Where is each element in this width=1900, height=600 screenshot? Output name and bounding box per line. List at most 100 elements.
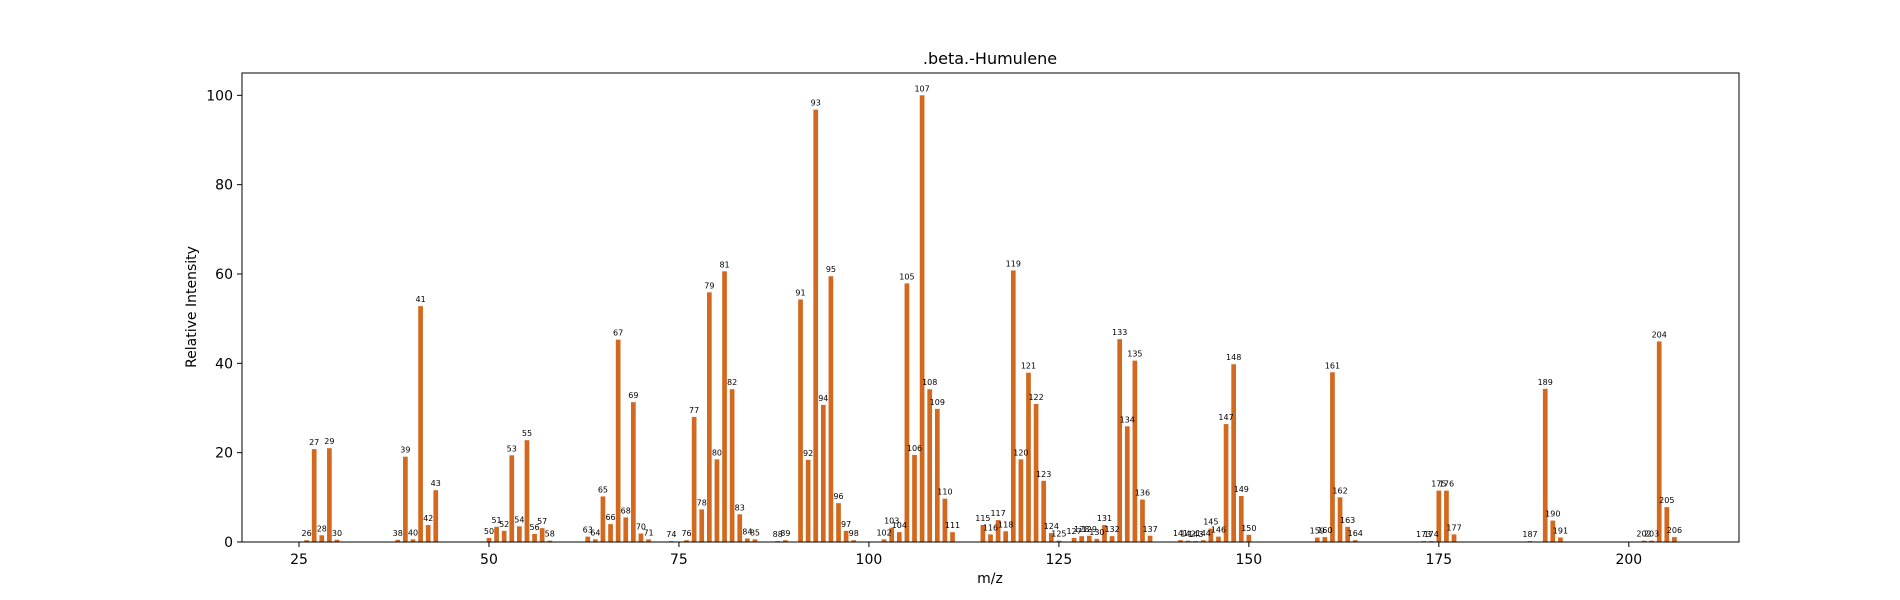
peak-bar <box>311 449 317 542</box>
peak-bar <box>980 525 986 542</box>
peak-label: 27 <box>309 438 319 447</box>
peak-label: 104 <box>892 521 907 530</box>
peak-bar <box>494 526 499 542</box>
peak-bar <box>1314 537 1320 542</box>
peak-label: 105 <box>899 272 914 281</box>
peak-label: 93 <box>811 99 821 108</box>
peak-bar <box>1337 497 1343 542</box>
peak-bar <box>646 539 651 542</box>
peak-label: 53 <box>507 444 517 453</box>
peak-bar <box>820 404 826 542</box>
peak-bar <box>904 283 910 542</box>
peak-label: 84 <box>742 527 752 536</box>
peak-bar <box>524 440 530 542</box>
peak-bar <box>912 454 917 542</box>
peak-bar <box>1672 537 1677 542</box>
peak-label: 55 <box>522 429 532 438</box>
peak-label: 187 <box>1522 530 1537 539</box>
peak-label: 163 <box>1340 516 1355 525</box>
peak-label: 190 <box>1545 510 1560 519</box>
peak-label: 92 <box>803 449 813 458</box>
peak-label: 98 <box>849 529 859 538</box>
peak-bar <box>615 339 621 542</box>
peak-bar <box>1140 499 1145 542</box>
peak-bar <box>798 299 803 542</box>
peak-bar <box>1178 540 1183 542</box>
peak-bar <box>433 490 439 542</box>
peak-label: 107 <box>914 84 929 93</box>
peak-label: 119 <box>1006 259 1021 268</box>
peak-bar <box>889 527 895 542</box>
peak-bar <box>631 402 636 542</box>
peak-label: 175 <box>1431 480 1446 489</box>
peak-label: 41 <box>415 295 425 304</box>
peak-label: 159 <box>1310 527 1325 536</box>
peak-label: 148 <box>1226 353 1241 362</box>
peak-bar <box>896 532 902 542</box>
peak-label: 79 <box>704 281 714 290</box>
peak-bar <box>1330 372 1335 542</box>
peak-label: 70 <box>636 523 646 532</box>
x-tick-label: 75 <box>670 552 688 568</box>
peak-label: 67 <box>613 329 623 338</box>
peak-label: 109 <box>930 398 945 407</box>
x-tick-label: 100 <box>856 552 883 568</box>
peak-bar <box>988 534 993 542</box>
peak-bar <box>1641 540 1647 542</box>
peak-bar <box>706 292 712 542</box>
peak-bar <box>813 109 819 542</box>
y-tick-label: 80 <box>215 178 233 194</box>
peak-label: 78 <box>697 498 707 507</box>
peak-bar <box>1208 528 1214 542</box>
peak-bar <box>1117 339 1123 542</box>
peak-label: 56 <box>529 523 539 532</box>
peak-label: 122 <box>1028 393 1043 402</box>
peak-bar <box>1436 490 1442 542</box>
peak-label: 120 <box>1013 448 1028 457</box>
peak-bar <box>942 498 948 542</box>
x-tick-label: 150 <box>1235 552 1262 568</box>
peak-bar <box>395 539 401 542</box>
peak-label: 50 <box>484 527 494 536</box>
peak-label: 136 <box>1135 489 1150 498</box>
peak-label: 38 <box>393 529 403 538</box>
peak-bar <box>327 448 332 542</box>
peak-label: 205 <box>1659 496 1674 505</box>
peak-bar <box>1352 540 1358 542</box>
peak-label: 108 <box>922 378 937 387</box>
peak-label: 177 <box>1446 523 1461 532</box>
peak-bar <box>1550 520 1556 542</box>
peak-label: 203 <box>1644 530 1659 539</box>
peak-label: 71 <box>643 528 653 537</box>
peak-bar <box>1048 533 1054 542</box>
peak-label: 69 <box>628 391 638 400</box>
x-tick-label: 50 <box>480 552 498 568</box>
chart-title: .beta.-Humulene <box>923 49 1057 68</box>
peak-label: 143 <box>1188 530 1203 539</box>
peak-bar <box>1238 495 1244 542</box>
peak-bar <box>1322 537 1328 542</box>
y-tick-label: 0 <box>224 535 233 551</box>
peak-bar <box>1109 536 1115 542</box>
peak-bar <box>1147 535 1153 542</box>
peak-label: 97 <box>841 520 851 529</box>
peak-label: 102 <box>876 528 891 537</box>
peak-label: 54 <box>514 515 524 524</box>
peak-label: 130 <box>1089 528 1104 537</box>
peak-label: 80 <box>712 448 722 457</box>
peak-bar <box>1071 537 1077 542</box>
peak-bar <box>1010 270 1016 542</box>
peak-label: 191 <box>1553 527 1568 536</box>
peak-label: 68 <box>621 506 631 515</box>
peak-label: 40 <box>408 528 418 537</box>
peak-label: 76 <box>681 529 691 538</box>
peak-label: 161 <box>1325 361 1340 370</box>
peak-bar <box>1003 531 1009 542</box>
peak-bar <box>1649 540 1654 542</box>
peak-label: 144 <box>1196 529 1211 538</box>
peak-bar <box>304 540 309 542</box>
peak-label: 131 <box>1097 514 1112 523</box>
y-tick-label: 60 <box>215 267 233 283</box>
peak-label: 189 <box>1538 378 1553 387</box>
peak-label: 174 <box>1424 530 1439 539</box>
